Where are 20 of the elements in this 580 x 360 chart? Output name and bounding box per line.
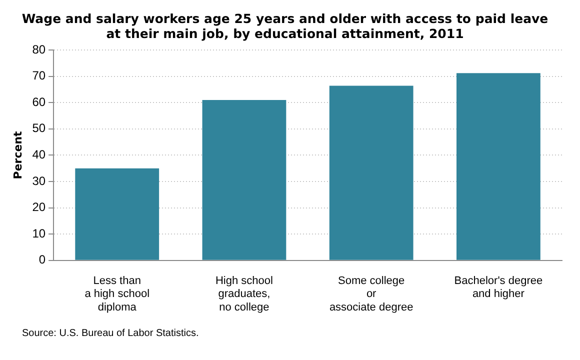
- x-tick-label: Less than a high school diploma: [84, 275, 150, 314]
- chart-title: Wage and salary workers age 25 years and older with access to paid leave at their main job, by educational attainment, 2011: [22, 10, 548, 41]
- bar: [75, 168, 160, 260]
- x-tick-label: Bachelor's degree and higher: [454, 275, 543, 300]
- y-tick-label: 0: [38, 252, 46, 267]
- y-tick-label: 30: [32, 174, 46, 188]
- y-tick-label: 10: [32, 226, 46, 240]
- y-tick-label: 60: [32, 94, 46, 109]
- y-tick-label: 20: [32, 200, 46, 214]
- y-tick-label: 70: [32, 68, 46, 83]
- y-axis-title: Percent: [11, 131, 24, 180]
- y-tick-label: 80: [32, 42, 46, 56]
- source-note: Source: U.S. Bureau of Labor Statistics.: [22, 328, 200, 339]
- y-tick-label: 40: [32, 148, 46, 162]
- x-tick-label: High school graduates, no college: [215, 275, 273, 314]
- bar: [329, 86, 414, 260]
- x-tick-label: Some college or associate degree: [329, 275, 414, 314]
- bar: [202, 100, 286, 260]
- y-tick-label: 50: [32, 121, 46, 136]
- bar: [456, 73, 540, 260]
